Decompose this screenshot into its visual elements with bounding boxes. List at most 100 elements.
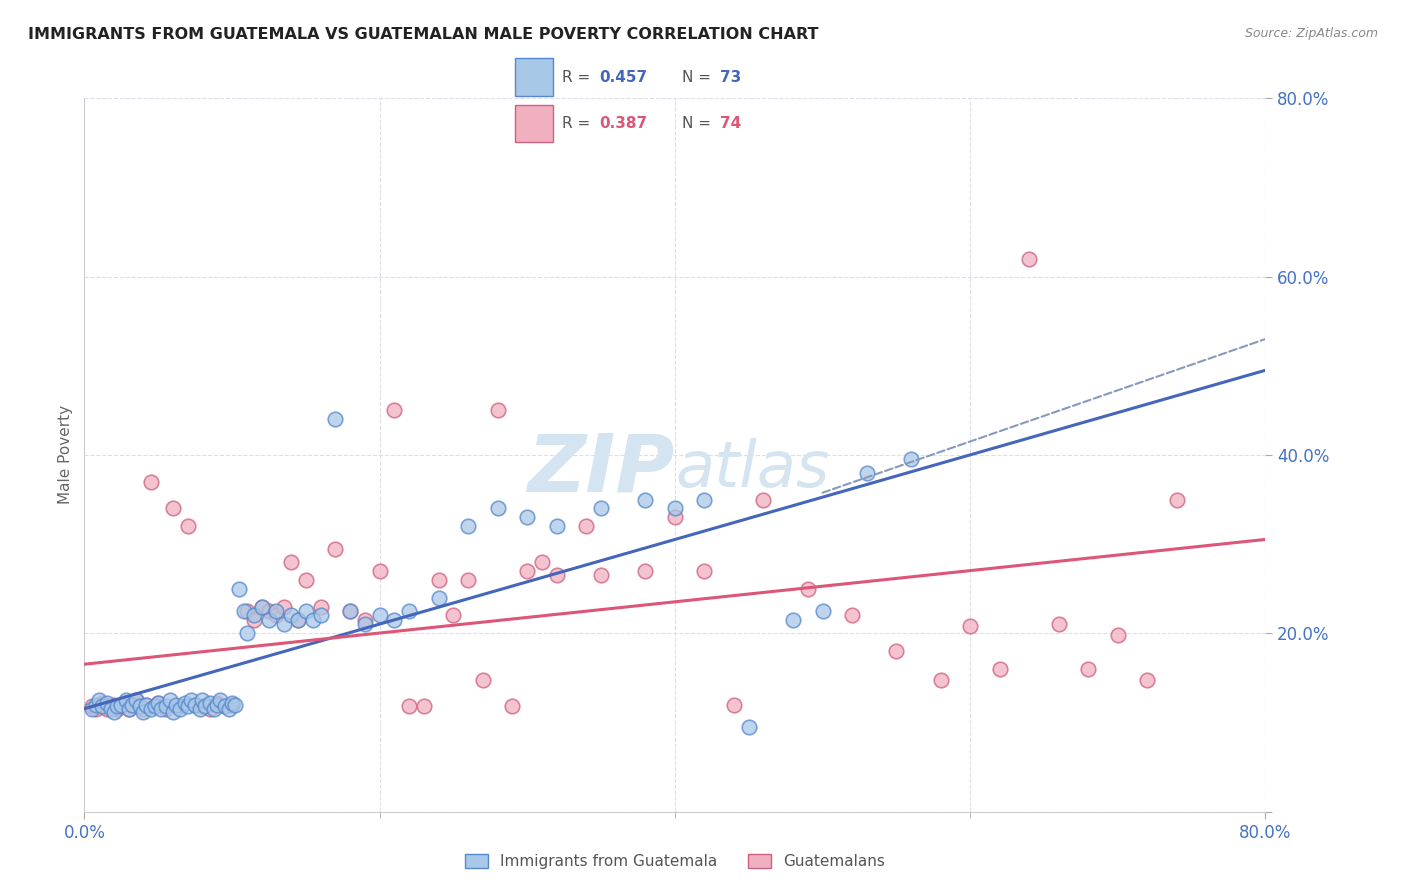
Point: [250, 599, 273, 614]
Point: [91, 699, 114, 714]
Point: [309, 608, 332, 623]
Point: [546, 519, 568, 533]
Point: [472, 673, 495, 687]
Point: [382, 403, 406, 417]
Point: [143, 699, 166, 714]
Text: R =: R =: [562, 116, 595, 131]
Point: [135, 698, 157, 712]
Point: [782, 613, 804, 627]
Point: [398, 699, 420, 714]
Point: [87, 698, 111, 712]
Text: R =: R =: [562, 70, 595, 85]
Point: [202, 702, 225, 716]
Point: [110, 698, 132, 712]
Point: [591, 501, 613, 516]
Point: [96, 702, 118, 716]
Point: [235, 604, 259, 618]
Point: [148, 696, 170, 710]
FancyBboxPatch shape: [516, 59, 553, 95]
Point: [114, 696, 136, 710]
Point: [173, 696, 195, 710]
Point: [129, 699, 152, 714]
Point: [159, 693, 181, 707]
Point: [139, 475, 162, 489]
Point: [811, 604, 834, 618]
Point: [165, 698, 187, 712]
Point: [516, 510, 538, 524]
Point: [516, 564, 538, 578]
Point: [125, 693, 148, 707]
Point: [302, 613, 325, 627]
Point: [575, 519, 598, 533]
Point: [323, 541, 347, 556]
Point: [591, 568, 613, 582]
Point: [169, 699, 191, 714]
Point: [243, 613, 266, 627]
Point: [280, 608, 302, 623]
Point: [250, 599, 273, 614]
Point: [103, 705, 125, 719]
Point: [155, 699, 177, 714]
Point: [693, 564, 716, 578]
Point: [218, 702, 240, 716]
Point: [427, 573, 450, 587]
Point: [235, 626, 259, 640]
Point: [634, 564, 657, 578]
Y-axis label: Male Poverty: Male Poverty: [58, 405, 73, 505]
Point: [1166, 492, 1188, 507]
Point: [118, 702, 141, 716]
Point: [693, 492, 716, 507]
Point: [382, 613, 406, 627]
Point: [177, 519, 200, 533]
Point: [273, 617, 295, 632]
Point: [194, 699, 217, 714]
Point: [1047, 617, 1070, 632]
Point: [80, 699, 103, 714]
Point: [209, 693, 232, 707]
Text: 74: 74: [720, 116, 741, 131]
Point: [87, 693, 111, 707]
Point: [368, 564, 391, 578]
Point: [148, 696, 170, 710]
Point: [257, 613, 280, 627]
Point: [1136, 673, 1159, 687]
Point: [221, 698, 243, 712]
Point: [221, 696, 243, 710]
Point: [105, 702, 128, 716]
Point: [664, 501, 686, 516]
Point: [634, 492, 657, 507]
Point: [188, 702, 211, 716]
Point: [84, 698, 107, 712]
Point: [135, 698, 157, 712]
Point: [243, 608, 266, 623]
Point: [232, 604, 254, 618]
Point: [368, 608, 391, 623]
Point: [486, 403, 509, 417]
Point: [339, 604, 361, 618]
Point: [501, 699, 523, 714]
Point: [752, 492, 775, 507]
Point: [323, 412, 347, 426]
Point: [100, 702, 122, 716]
Point: [191, 699, 214, 714]
Point: [80, 702, 103, 716]
Point: [198, 702, 221, 716]
Point: [139, 702, 162, 716]
Point: [228, 582, 250, 596]
Point: [214, 699, 236, 714]
Point: [273, 599, 295, 614]
Point: [110, 699, 132, 714]
Point: [664, 510, 686, 524]
Point: [162, 501, 184, 516]
Point: [177, 699, 200, 714]
Point: [121, 698, 143, 712]
Point: [205, 696, 228, 710]
Point: [257, 604, 280, 618]
Text: 0.457: 0.457: [599, 70, 647, 85]
Point: [150, 702, 173, 716]
Point: [959, 619, 981, 633]
Point: [546, 568, 568, 582]
Point: [169, 702, 191, 716]
Point: [264, 604, 288, 618]
Point: [929, 673, 952, 687]
